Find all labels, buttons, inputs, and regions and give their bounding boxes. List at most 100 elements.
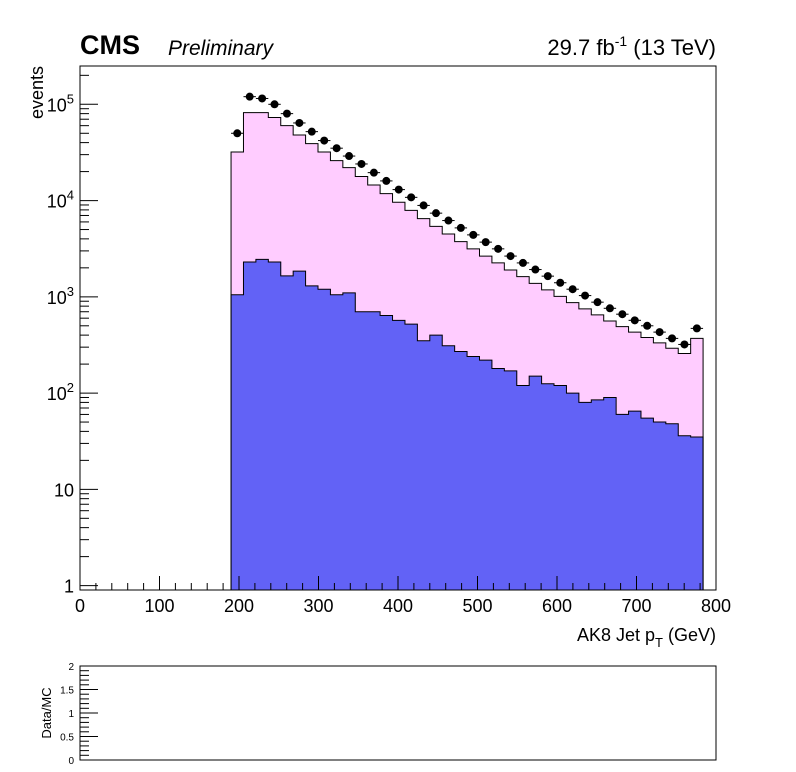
signal-bar bbox=[566, 302, 580, 394]
data-point bbox=[245, 92, 254, 101]
background-bar bbox=[454, 351, 468, 590]
data-point bbox=[692, 324, 701, 333]
lumi-exponent: -1 bbox=[615, 33, 628, 49]
data-point bbox=[605, 304, 614, 313]
x-axis-title-unit: (GeV) bbox=[663, 625, 716, 645]
x-axis-title-subscript: T bbox=[655, 635, 663, 650]
x-tick-label: 800 bbox=[701, 596, 731, 616]
signal-bar bbox=[554, 296, 567, 386]
data-point bbox=[531, 265, 540, 274]
background-bar bbox=[392, 320, 406, 590]
data-point bbox=[270, 100, 279, 109]
histogram-fills bbox=[231, 112, 704, 590]
ratio-y-tick-label: 0.5 bbox=[60, 733, 74, 744]
y-tick-label: 10 bbox=[54, 480, 74, 500]
data-point bbox=[307, 127, 316, 136]
background-bar bbox=[404, 324, 418, 590]
signal-bar bbox=[529, 283, 542, 377]
background-bar bbox=[640, 418, 654, 590]
signal-bar bbox=[653, 342, 667, 423]
y-tick-base: 10 bbox=[47, 288, 67, 308]
background-bar bbox=[243, 262, 257, 590]
signal-bar bbox=[516, 276, 530, 386]
x-axis-title-main: AK8 Jet p bbox=[577, 625, 655, 645]
status-label: Preliminary bbox=[168, 37, 275, 60]
signal-bar bbox=[417, 218, 431, 341]
data-point bbox=[282, 109, 291, 118]
signal-bar bbox=[616, 326, 629, 415]
data-point bbox=[593, 298, 602, 307]
background-bar bbox=[429, 335, 443, 590]
signal-bar bbox=[665, 348, 679, 424]
data-point bbox=[456, 223, 465, 232]
background-bar bbox=[541, 383, 555, 590]
background-bar bbox=[342, 292, 356, 590]
signal-bar bbox=[280, 125, 294, 276]
signal-bar bbox=[380, 193, 393, 316]
signal-bar bbox=[231, 151, 244, 295]
data-point bbox=[295, 118, 304, 127]
data-point bbox=[680, 340, 689, 349]
y-axis-title: events bbox=[27, 66, 47, 119]
ratio-y-tick-label: 2 bbox=[68, 662, 74, 673]
signal-bar bbox=[541, 289, 555, 384]
background-bar bbox=[690, 436, 704, 590]
signal-bar bbox=[442, 233, 456, 346]
signal-bar bbox=[305, 143, 319, 286]
signal-bar bbox=[467, 248, 480, 357]
background-bar bbox=[442, 345, 456, 590]
background-bar bbox=[566, 393, 580, 590]
x-tick-label: 500 bbox=[462, 596, 492, 616]
signal-bar bbox=[355, 176, 369, 312]
background-bar bbox=[665, 423, 679, 590]
signal-bar bbox=[255, 112, 269, 260]
background-bar bbox=[293, 271, 306, 590]
main-plot-panel: 0 100 200 300 400 500 600 700 800 11010210310410… bbox=[27, 65, 731, 650]
signal-bar bbox=[318, 151, 331, 290]
signal-bar bbox=[342, 167, 356, 293]
y-tick-label: 1 bbox=[64, 577, 74, 597]
ratio-y-tick-label: 0 bbox=[68, 756, 74, 767]
experiment-label: CMS bbox=[80, 30, 140, 60]
signal-bar bbox=[628, 332, 642, 412]
background-bar bbox=[491, 368, 505, 590]
data-points bbox=[231, 92, 704, 349]
background-bar bbox=[628, 411, 642, 590]
y-tick-label: 103 bbox=[47, 284, 74, 308]
background-bar bbox=[330, 294, 344, 590]
data-point bbox=[568, 285, 577, 294]
data-point bbox=[556, 278, 565, 287]
signal-bar bbox=[591, 314, 605, 400]
data-point bbox=[369, 168, 378, 177]
ratio-y-axis: 0 0.5 1 1.5 2 bbox=[60, 662, 98, 767]
background-bar bbox=[318, 289, 331, 590]
signal-bar bbox=[330, 160, 344, 295]
background-bar bbox=[591, 399, 605, 590]
signal-bar bbox=[640, 337, 654, 419]
y-tick-label: 102 bbox=[47, 380, 74, 404]
data-point bbox=[494, 244, 503, 253]
background-bar bbox=[578, 402, 592, 590]
signal-bar bbox=[268, 117, 282, 263]
y-tick-base: 1 bbox=[64, 577, 74, 597]
background-bar bbox=[678, 435, 692, 590]
data-point bbox=[345, 152, 354, 161]
background-bar bbox=[305, 285, 319, 590]
signal-bar bbox=[404, 210, 418, 325]
histogram-outlines bbox=[230, 112, 704, 590]
data-point bbox=[332, 144, 341, 153]
y-tick-exponent: 3 bbox=[67, 284, 74, 299]
background-outline bbox=[230, 258, 704, 590]
y-tick-exponent: 4 bbox=[67, 188, 74, 203]
background-bar bbox=[355, 311, 369, 590]
y-tick-base: 10 bbox=[54, 480, 74, 500]
ratio-plot-panel: 0 0.5 1 1.5 2 Data/MC bbox=[39, 662, 717, 767]
data-point bbox=[668, 334, 677, 343]
signal-bar bbox=[690, 338, 704, 437]
y-tick-label: 105 bbox=[47, 91, 74, 115]
data-point bbox=[357, 159, 366, 168]
signal-bar bbox=[578, 308, 592, 403]
signal-bar bbox=[392, 202, 406, 321]
signal-bar bbox=[429, 226, 443, 336]
